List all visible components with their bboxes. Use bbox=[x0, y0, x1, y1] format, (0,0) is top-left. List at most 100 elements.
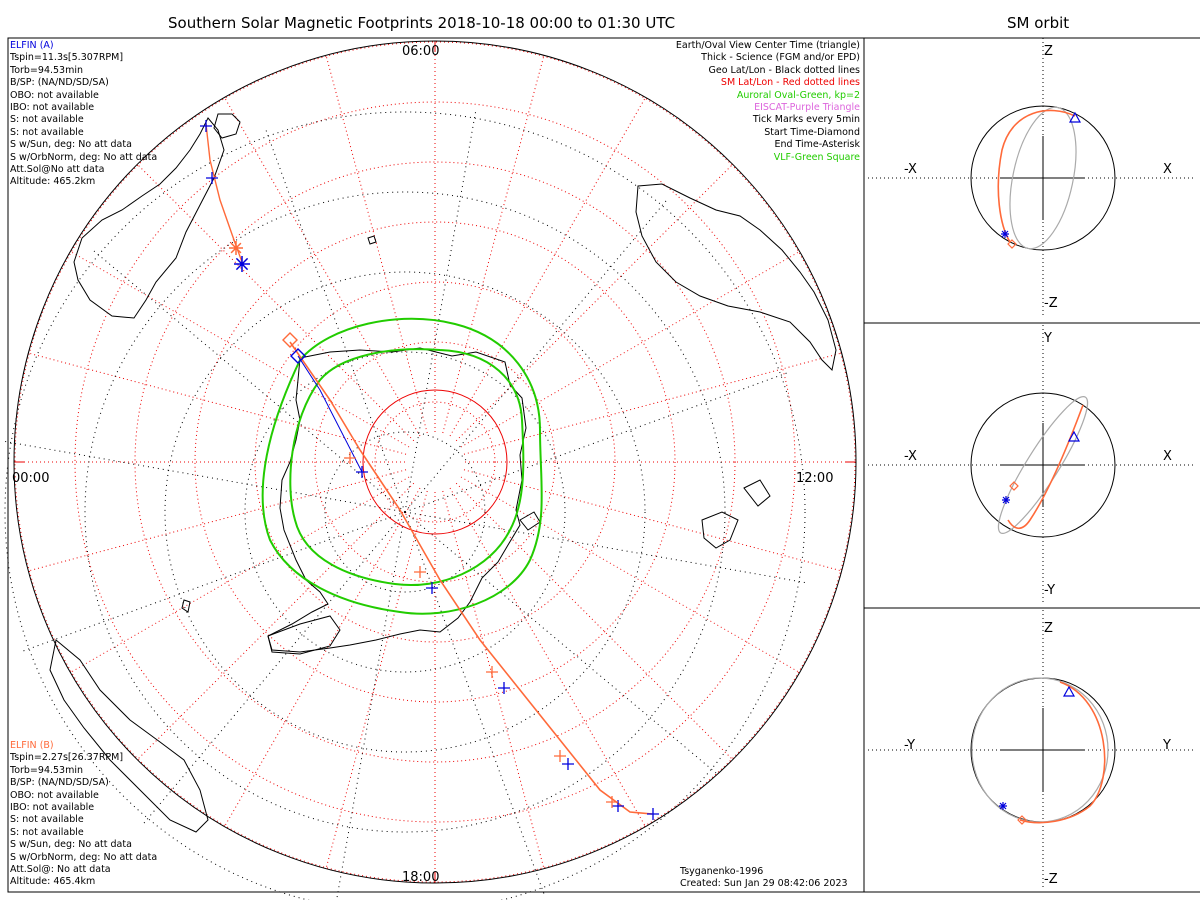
elfin-a-line-10: Att.Sol@No att data bbox=[10, 164, 105, 176]
geo-lon-line bbox=[404, 511, 809, 584]
antarctic-peninsula bbox=[267, 615, 341, 655]
elfin-a-line-5: IBO: not available bbox=[10, 102, 95, 114]
geo-lon-line bbox=[1, 440, 406, 513]
orbit-end-asterisk bbox=[999, 802, 1007, 810]
auroral-oval-inner bbox=[289, 348, 525, 586]
elfin-b-tick-mark bbox=[414, 566, 426, 578]
new-zealand-coast bbox=[701, 511, 739, 549]
sm-lat-circle bbox=[374, 401, 496, 523]
elfin-b-line-1: Tspin=2.27s[26.37RPM] bbox=[10, 752, 124, 764]
sm-lon-line bbox=[224, 97, 421, 437]
elfin-b-end-asterisk bbox=[229, 241, 243, 255]
geo-lon-line bbox=[404, 371, 791, 513]
orbit-end-asterisk bbox=[1001, 230, 1009, 238]
geo-lon-line bbox=[19, 511, 406, 653]
panel3-right-label: Y bbox=[1163, 738, 1171, 753]
legend-item-science: Thick - Science (FGM and/or EPD) bbox=[701, 52, 860, 64]
antarctica-coast bbox=[267, 347, 527, 653]
island-kerguelen bbox=[367, 235, 377, 245]
elfin-b-tick-mark bbox=[344, 452, 356, 464]
panel3-top-label: Z bbox=[1044, 621, 1053, 636]
elfin-b-line-3: B/SP: (NA/ND/SD/SA) bbox=[10, 777, 109, 789]
orbit-panels bbox=[868, 38, 1196, 890]
sm-lat-circle bbox=[134, 161, 736, 763]
orbit-path-xz-back bbox=[1009, 106, 1077, 250]
legend-item-tick-marks: Tick Marks every 5min bbox=[752, 114, 860, 126]
elfin-b-tick-mark bbox=[606, 796, 618, 808]
mlt-label-right: 12:00 bbox=[796, 471, 834, 486]
orbit-path-xy-front bbox=[1007, 404, 1084, 530]
orbit-title: SM orbit bbox=[1007, 14, 1070, 32]
legend-item-view-center: Earth/Oval View Center Time (triangle) bbox=[675, 40, 860, 51]
sm-lon-line bbox=[442, 55, 545, 434]
page-title: Southern Solar Magnetic Footprints 2018-… bbox=[168, 14, 676, 32]
legend-item-geo-grid: Geo Lat/Lon - Black dotted lines bbox=[708, 64, 860, 76]
orbit-view-center-triangle bbox=[1067, 430, 1081, 442]
sm-lon-line bbox=[70, 251, 410, 448]
geo-lon-line bbox=[404, 511, 720, 776]
elfin-a-tick-mark bbox=[200, 120, 212, 132]
elfin-a-line-3: B/SP: (NA/ND/SD/SA) bbox=[10, 77, 109, 89]
elfin-b-info: ELFIN (B) Tspin=2.27s[26.37RPM] Torb=94.… bbox=[10, 740, 157, 889]
geo-lon-line bbox=[404, 108, 477, 513]
sm-lon-line bbox=[449, 487, 646, 827]
panel1-right-label: X bbox=[1163, 162, 1172, 177]
elfin-b-tick-mark bbox=[486, 666, 498, 678]
orbit-start-diamond bbox=[1009, 481, 1019, 491]
map-frame bbox=[7, 37, 865, 893]
geo-lon-line bbox=[141, 511, 406, 827]
mlt-label-left: 00:00 bbox=[12, 471, 50, 486]
sm-lon-line bbox=[136, 163, 415, 442]
africa-coast bbox=[73, 117, 225, 319]
sm-lon-line bbox=[455, 482, 734, 761]
orbit-start-diamond bbox=[1007, 239, 1017, 249]
panel2-right-label: X bbox=[1163, 449, 1172, 464]
elfin-b-start-diamond bbox=[282, 332, 298, 348]
elfin-b-line-11: Altitude: 465.4km bbox=[10, 876, 96, 888]
elfin-b-line-4: OBO: not available bbox=[10, 789, 99, 801]
sm-lon-line bbox=[28, 352, 407, 455]
elfin-a-track-segment bbox=[297, 355, 363, 473]
south-america-coast bbox=[49, 639, 209, 833]
created-label: Created: Sun Jan 29 08:42:06 2023 bbox=[680, 878, 848, 890]
geo-latlon-grid bbox=[1, 108, 809, 900]
orbit-view-center-triangle bbox=[1062, 685, 1076, 697]
sm-lon-line bbox=[455, 163, 734, 442]
legend-item-start-time: Start Time-Diamond bbox=[764, 126, 860, 138]
footprint-tracks bbox=[200, 120, 659, 820]
orbit-start-diamond bbox=[1017, 815, 1027, 825]
orbit-path-xz-front bbox=[997, 109, 1076, 243]
footer-info: Tsyganenko-1996 Created: Sun Jan 29 08:4… bbox=[680, 866, 848, 891]
elfin-a-line-8: S w/Sun, deg: No att data bbox=[10, 139, 132, 151]
geo-lon-line bbox=[264, 126, 406, 513]
sm-latlon-grid bbox=[14, 41, 856, 883]
legend-item-end-time: End Time-Asterisk bbox=[774, 139, 860, 151]
geo-lat-circle bbox=[164, 271, 646, 753]
auroral-oval bbox=[261, 317, 543, 615]
sm-lon-line bbox=[224, 487, 421, 827]
legend-item-sm-grid: SM Lat/Lon - Red dotted lines bbox=[720, 77, 860, 89]
elfin-b-line-7: S: not available bbox=[10, 826, 84, 838]
geo-lat-circle bbox=[84, 191, 726, 833]
panel2-bottom-label: -Y bbox=[1044, 583, 1056, 598]
sm-lon-line bbox=[28, 469, 407, 572]
sm-inner-ring bbox=[362, 389, 508, 535]
orbit-end-asterisk bbox=[1002, 496, 1010, 504]
earth-center-cross bbox=[1001, 136, 1085, 220]
panel1-left-label: -X bbox=[904, 162, 917, 177]
geo-lon-line bbox=[90, 248, 406, 513]
elfin-b-line-10: Att.Sol@: No att data bbox=[10, 864, 111, 876]
elfin-a-tick-mark bbox=[647, 808, 659, 820]
map-boundary bbox=[13, 40, 857, 884]
elfin-a-line-11: Altitude: 465.2km bbox=[10, 176, 96, 188]
orbit-path-yz-front bbox=[1019, 681, 1106, 824]
legend-item-vlf: VLF-Green Square bbox=[773, 151, 860, 163]
elfin-a-name: ELFIN (A) bbox=[10, 40, 54, 51]
sm-lon-line bbox=[449, 97, 646, 437]
panel1-top-label: Z bbox=[1044, 44, 1053, 59]
geo-lon-line bbox=[404, 197, 669, 513]
elfin-a-start-diamond bbox=[290, 348, 306, 364]
elfin-b-track bbox=[289, 341, 653, 815]
model-label: Tsyganenko-1996 bbox=[680, 866, 764, 877]
